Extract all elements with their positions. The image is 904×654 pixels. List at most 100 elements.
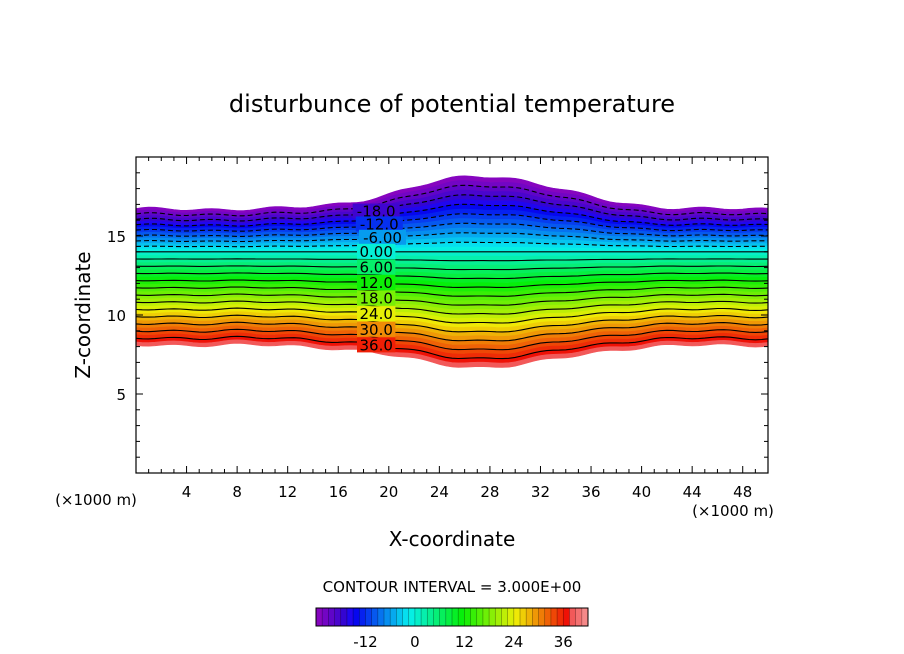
colorbar-segment — [476, 608, 484, 626]
colorbar-segment — [470, 608, 478, 626]
y-tick-label: 10 — [107, 307, 126, 325]
x-axis-label: X-coordinate — [389, 527, 516, 551]
contour-label: 36.0 — [359, 336, 392, 354]
contour-label: 30.0 — [359, 321, 392, 339]
contour-label-bg — [357, 243, 396, 259]
colorbar-segment — [396, 608, 403, 626]
colorbar-tick-label: 24 — [504, 633, 523, 651]
x-tick-label: 40 — [632, 483, 651, 501]
contour-line — [136, 328, 768, 351]
axis-ticks — [136, 157, 768, 473]
contour-label: 0.00 — [359, 243, 392, 261]
x-tick-labels: 4 8 12 16 20 24 28 32 36 40 44 48 — [182, 483, 752, 501]
colorbar-segment — [550, 608, 558, 626]
contour-line — [136, 222, 768, 237]
contour-label-bg — [352, 203, 400, 219]
contour-line — [136, 213, 768, 232]
colorbar-segment — [384, 608, 391, 626]
colorbar-segment — [544, 608, 552, 626]
x-tick-label: 24 — [430, 483, 449, 501]
y-tick-label: 15 — [107, 228, 126, 246]
contour-line — [136, 184, 768, 217]
x-tick-label: 4 — [182, 483, 192, 501]
contour-band — [136, 339, 768, 368]
colorbar-segment — [569, 608, 577, 626]
colorbar-segment — [458, 608, 465, 626]
x-tick-label: 16 — [329, 483, 348, 501]
contour-fill-bands — [136, 175, 768, 368]
colorbar-segment — [340, 608, 348, 626]
colorbar-segment — [513, 608, 521, 626]
contour-label: 12.0 — [359, 274, 392, 292]
colorbar-segment — [371, 608, 379, 626]
x-tick-label: 32 — [531, 483, 550, 501]
colorbar-segment — [520, 608, 527, 626]
colorbar-segment — [408, 608, 416, 626]
contour-line — [136, 272, 768, 280]
contour-line — [136, 314, 768, 333]
colorbar-tick-label: 0 — [410, 633, 420, 651]
contour-line — [136, 232, 768, 243]
colorbar-segment — [482, 608, 490, 626]
contour-label: 6.00 — [359, 258, 392, 276]
contour-line — [136, 203, 768, 227]
colorbar-segment — [445, 608, 453, 626]
colorbar-segment — [421, 608, 428, 626]
x-tick-label: 44 — [683, 483, 702, 501]
colorbar-tick-label: 36 — [554, 633, 573, 651]
contour-label: -18.0 — [357, 203, 396, 221]
colorbar-tick-label: 12 — [455, 633, 474, 651]
contour-label-bg — [359, 229, 406, 245]
colorbar — [315, 608, 589, 626]
colorbar-segment — [464, 608, 471, 626]
contour-label: 18.0 — [359, 290, 392, 308]
contour-label-bg — [355, 216, 403, 232]
contour-label-bg — [357, 259, 396, 275]
colorbar-frame — [315, 607, 589, 627]
contour-label-bg — [357, 321, 396, 337]
colorbar-segment — [365, 608, 373, 626]
colorbar-segment — [495, 608, 502, 626]
colorbar-segment — [328, 608, 335, 626]
contour-line — [136, 321, 768, 342]
contour-label-bg — [357, 306, 396, 322]
plot-area: -18.0-12.0-6.000.006.0012.018.024.030.03… — [136, 175, 768, 368]
colorbar-segment — [402, 608, 410, 626]
contour-label-bg — [357, 337, 396, 353]
colorbar-segment — [433, 608, 441, 626]
contour-interval-text: CONTOUR INTERVAL = 3.000E+00 — [323, 578, 582, 596]
x-tick-label: 28 — [480, 483, 499, 501]
contour-line — [136, 265, 768, 271]
colorbar-segment — [501, 608, 509, 626]
colorbar-segment — [390, 608, 397, 626]
colorbar-segment — [452, 608, 459, 626]
y-axis-label: Z-coordinate — [71, 251, 95, 378]
contour-lines — [136, 184, 768, 360]
contour-label: -6.00 — [363, 229, 402, 247]
colorbar-segment — [316, 608, 323, 626]
y-tick-label: 5 — [116, 386, 126, 404]
colorbar-segment — [359, 608, 366, 626]
contour-line — [136, 194, 768, 222]
x-unit-left: (×1000 m) — [55, 491, 137, 509]
contour-line — [136, 293, 768, 306]
colorbar-segment — [538, 608, 546, 626]
colorbar-segment — [377, 608, 385, 626]
x-tick-label: 12 — [278, 483, 297, 501]
y-tick-labels: 5 10 15 — [107, 228, 126, 404]
x-tick-label: 48 — [733, 483, 752, 501]
colorbar-tick-labels: -12 0 12 24 36 — [353, 633, 573, 651]
colorbar-segment — [526, 608, 533, 626]
colorbar-segment — [427, 608, 434, 626]
colorbar-segment — [557, 608, 564, 626]
contour-line — [136, 335, 768, 360]
x-tick-label: 20 — [379, 483, 398, 501]
colorbar-segment — [346, 608, 354, 626]
contour-line — [136, 307, 768, 324]
colorbar-segment — [414, 608, 422, 626]
contour-line — [136, 300, 768, 315]
colorbar-segment — [334, 608, 342, 626]
colorbar-segment — [439, 608, 447, 626]
x-tick-label: 8 — [232, 483, 242, 501]
colorbar-segment — [575, 608, 583, 626]
